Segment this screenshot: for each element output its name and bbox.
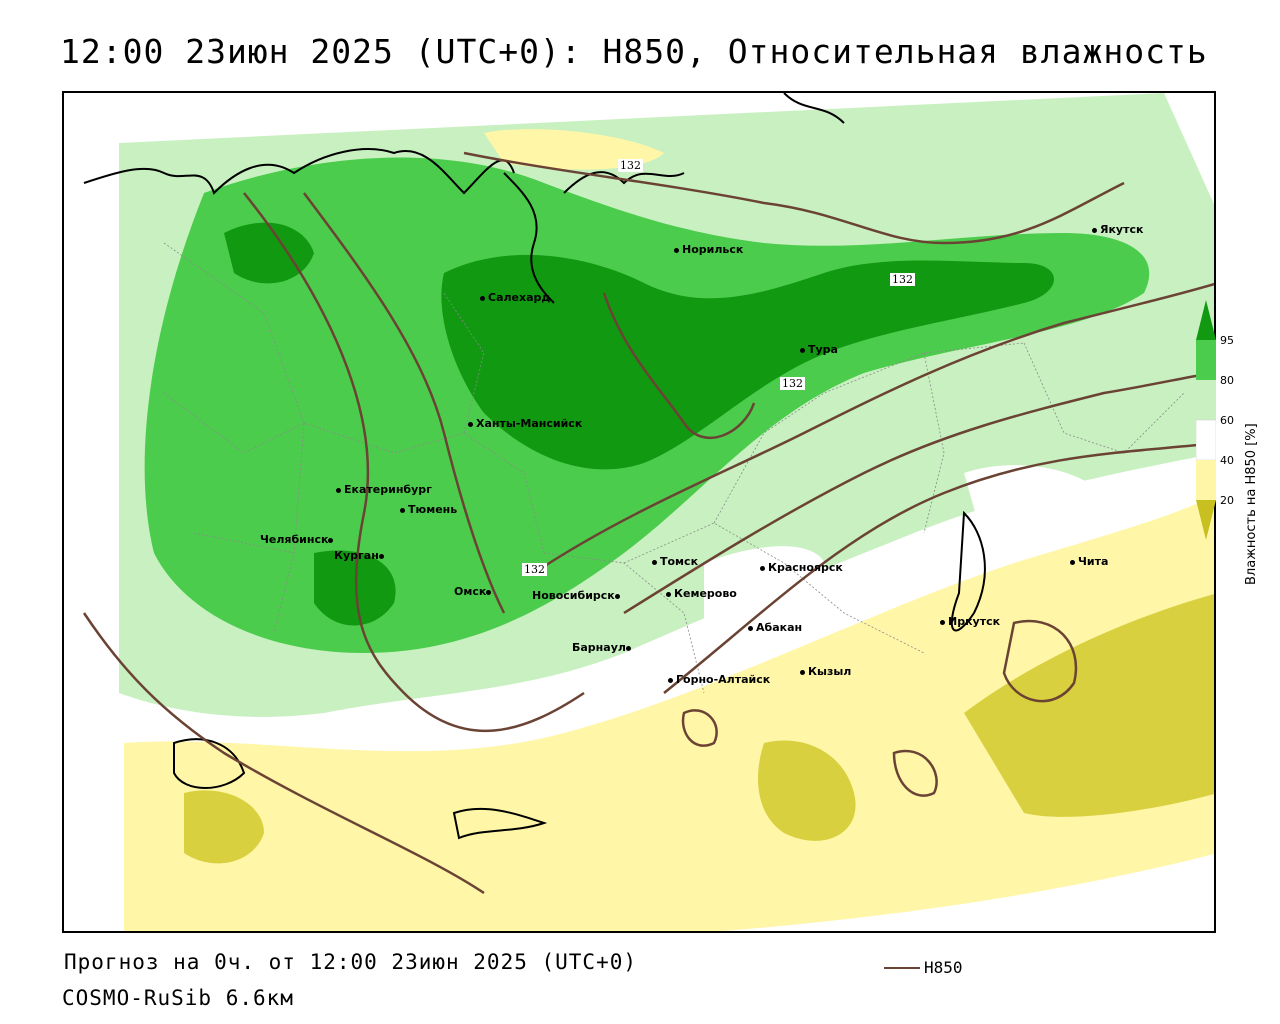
city-kurgan: Курган [334,549,387,562]
humidity-colorbar [1196,300,1216,540]
city-khanty-mansiysk: Ханты-Мансийск [468,417,582,430]
h850-contours [82,151,1214,895]
city-chita: Чита [1070,555,1108,568]
city-label: Новосибирск [532,589,615,602]
city-norilsk: Норильск [674,243,743,256]
city-tomsk: Томск [652,555,698,568]
model-name: COSMO-RuSib 6.6км [62,986,294,1010]
city-dot-icon [1092,227,1097,233]
city-label: Томск [660,555,699,568]
h850-legend-label: H850 [924,958,963,977]
city-dot-icon [486,589,492,595]
city-irkutsk: Иркутск [940,615,1000,628]
h850-line-icon [884,966,920,969]
city-label: Тюмень [408,503,458,516]
city-tyumen: Тюмень [400,503,457,516]
city-label: Норильск [682,243,744,256]
city-kemerovo: Кемерово [666,587,737,600]
city-label: Омск [454,585,487,598]
city-dot-icon [400,507,405,513]
city-dot-icon [652,559,657,565]
city-novosibirsk: Новосибирск [532,589,623,602]
city-label: Красноярск [768,561,843,574]
city-label: Абакан [756,621,803,634]
city-label: Якутск [1100,223,1144,236]
patch [964,465,1114,552]
city-dot-icon [468,421,473,427]
city-label: Екатеринбург [344,483,432,496]
coastlines [83,93,986,840]
city-label: Челябинск [260,533,329,546]
city-dot-icon [800,347,805,353]
city-barnaul: Барнаул [572,641,634,654]
city-dot-icon [748,625,753,631]
humidity-map [64,93,1214,931]
very-wet-patch [314,550,396,626]
city-label: Барнаул [572,641,626,654]
contour-label: 132 [522,563,547,576]
city-gorno-altaysk: Горно-Алтайск [668,673,770,686]
city-tura: Тура [800,343,838,356]
city-dot-icon [328,537,334,543]
city-dot-icon [480,295,485,301]
map-title: 12:00 23июн 2025 (UTC+0): H850, Относите… [60,32,1208,71]
city-dot-icon [800,669,805,675]
city-dot-icon [666,591,671,597]
colorbar-tick: 80 [1220,374,1234,387]
city-dot-icon [614,593,620,599]
city-label: Горно-Алтайск [676,673,771,686]
colorbar-tick: 60 [1220,414,1234,427]
city-dot-icon [760,565,765,571]
colorbar-tick: 95 [1220,334,1234,347]
city-abakan: Абакан [748,621,802,634]
map-frame: 132 132 132 132 Якутск Норильск Салехард… [62,91,1216,933]
city-yakutsk: Якутск [1092,223,1143,236]
city-dot-icon [625,645,631,651]
region-borders [163,242,1185,694]
forecast-info: Прогноз на 0ч. от 12:00 23июн 2025 (UTC+… [64,950,638,974]
city-kyzyl: Кызыл [800,665,851,678]
h850-legend: H850 [884,958,1280,977]
contour-label: 132 [780,377,805,390]
city-omsk: Омск [454,585,494,598]
contour-label: 132 [890,273,915,286]
city-dot-icon [1070,559,1075,565]
city-dot-icon [674,247,679,253]
very-dry-zone-west [184,790,264,864]
dry-zone [124,495,1214,931]
city-dot-icon [336,487,341,493]
colorbar-label: Влажность на H850 [%] [1244,423,1259,585]
very-wet-zone [441,254,1055,470]
city-label: Салехард [488,291,551,304]
very-dry-zone-east [964,594,1214,817]
city-yekaterinburg: Екатеринбург [336,483,432,496]
city-dot-icon [378,553,384,559]
city-salekhard: Салехард [480,291,550,304]
city-krasnoyarsk: Красноярск [760,561,843,574]
city-label: Иркутск [948,615,1001,628]
city-label: Кемерово [674,587,737,600]
very-wet-patch [224,222,314,284]
city-dot-icon [940,619,945,625]
city-label: Тура [808,343,838,356]
city-label: Ханты-Мансийск [476,417,583,430]
city-dot-icon [668,677,673,683]
city-label: Курган [334,549,379,562]
city-label: Кызыл [808,665,852,678]
very-dry-zone-mongolia [758,740,856,841]
colorbar-tick: 40 [1220,454,1234,467]
city-chelyabinsk: Челябинск [260,533,336,546]
patch [704,546,828,641]
contour-label: 132 [618,159,643,172]
city-label: Чита [1078,555,1109,568]
colorbar-tick: 20 [1220,494,1234,507]
